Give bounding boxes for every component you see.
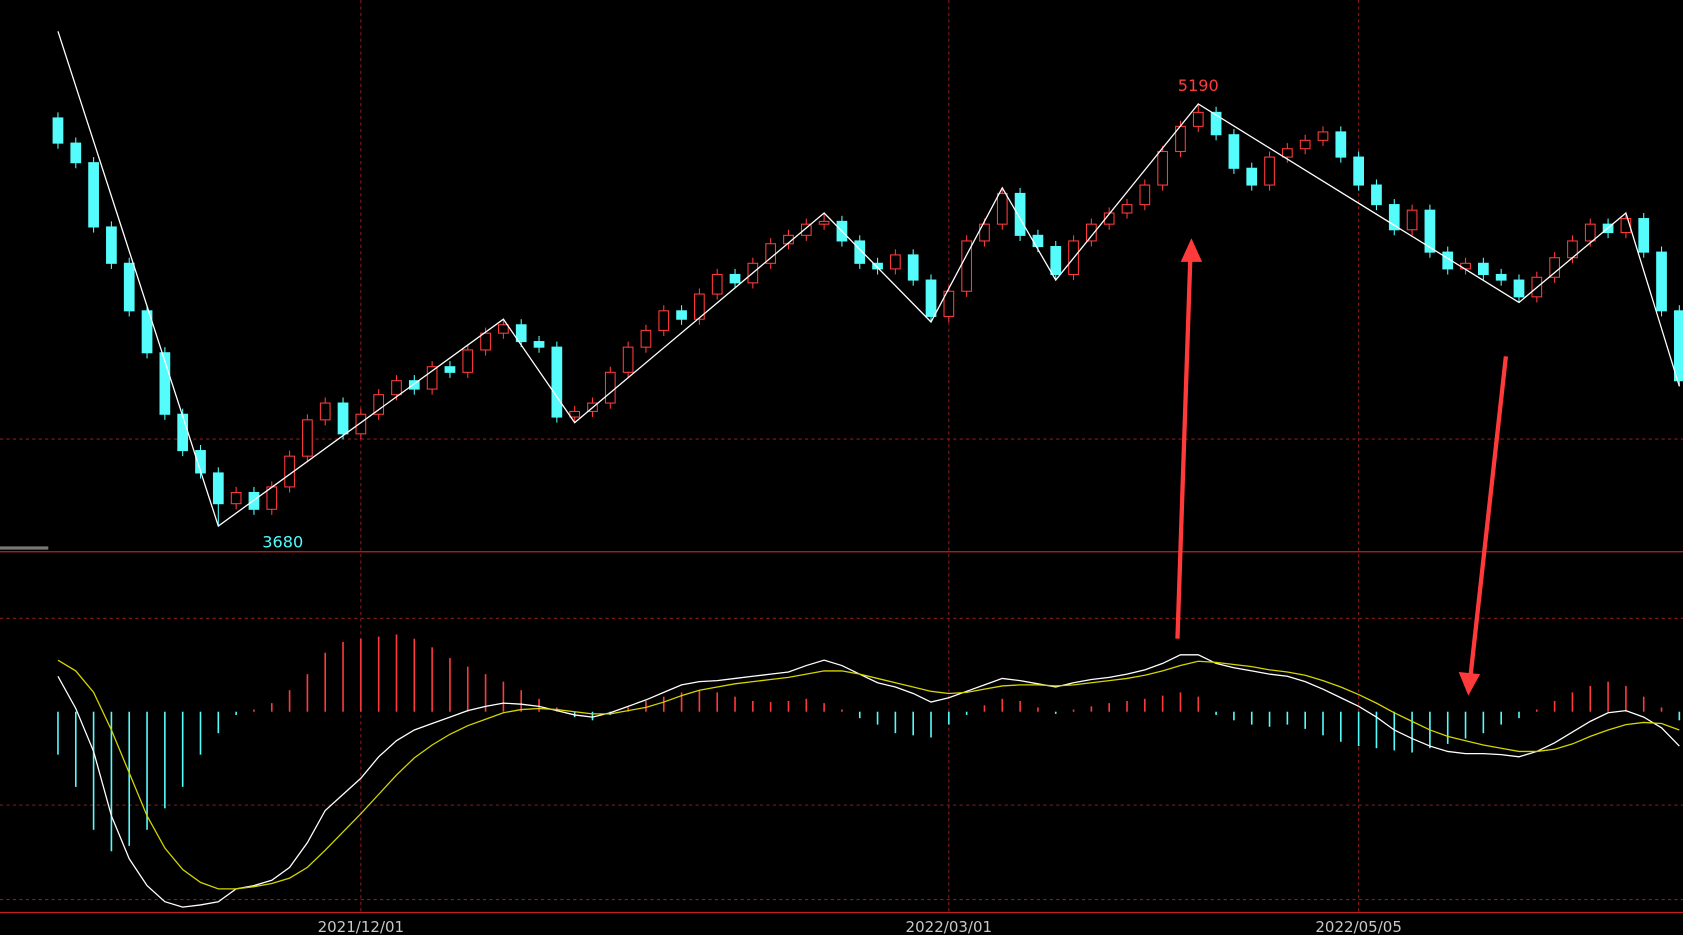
zigzag-line xyxy=(57,31,1680,528)
candle-body xyxy=(515,324,527,343)
candle-body xyxy=(1371,184,1382,206)
candle-body xyxy=(640,329,652,348)
candle-body xyxy=(444,366,456,373)
candle-body xyxy=(1157,150,1169,186)
candle-body xyxy=(1406,209,1418,231)
candle-body xyxy=(1014,192,1026,236)
candle-body xyxy=(408,380,420,390)
candle-body xyxy=(800,223,812,236)
plot: 2021/12/01 2022/03/01 2022/05/05 3680 5190 xyxy=(52,0,1683,935)
candle-body xyxy=(1388,204,1400,231)
candle-body xyxy=(818,220,830,225)
candle-body xyxy=(1620,218,1632,234)
x-tick-label: 2022/05/05 xyxy=(1315,918,1402,935)
candle-body xyxy=(1299,139,1311,150)
x-tick-label: 2022/03/01 xyxy=(906,918,993,935)
candle-body xyxy=(943,290,955,317)
candle-body xyxy=(230,491,242,505)
candle-body xyxy=(533,341,545,348)
candle-body xyxy=(302,419,313,457)
candle-body xyxy=(729,273,741,284)
candle-body xyxy=(1228,134,1240,169)
candle-body xyxy=(355,413,367,435)
candle-body xyxy=(1424,209,1436,253)
candle-body xyxy=(141,310,153,354)
candle-body xyxy=(694,293,705,320)
candle-body xyxy=(1353,156,1365,186)
candle-body xyxy=(1495,273,1507,281)
candle-body xyxy=(426,366,438,390)
candle-body xyxy=(1584,223,1596,242)
candle-body xyxy=(70,142,82,164)
candle-body xyxy=(551,346,563,418)
candle-body xyxy=(1442,251,1454,270)
candle-body xyxy=(319,402,331,421)
candle-body xyxy=(1121,204,1133,214)
candle-body xyxy=(979,223,990,242)
candle-body xyxy=(88,162,99,228)
candle-body xyxy=(996,192,1008,225)
candle-body xyxy=(52,117,64,144)
candle-body xyxy=(1139,184,1151,206)
high-label: 5190 xyxy=(1178,76,1219,95)
x-tick-label: 2021/12/01 xyxy=(318,918,405,935)
candle-body xyxy=(1656,251,1667,312)
low-label: 3680 xyxy=(262,533,303,552)
arrow xyxy=(1458,356,1509,696)
scroll-handle[interactable] xyxy=(0,546,49,550)
candle-body xyxy=(1460,262,1471,270)
candle-body xyxy=(1246,167,1258,186)
candle-body xyxy=(498,324,509,334)
candle-body xyxy=(1549,257,1560,278)
candle-body xyxy=(658,310,670,331)
candle-body xyxy=(1513,279,1525,298)
candle-body xyxy=(1264,156,1275,186)
candle-body xyxy=(212,472,224,505)
candle-body xyxy=(676,310,687,320)
candle-body xyxy=(480,332,491,351)
candle-body xyxy=(106,226,117,264)
candle-body xyxy=(854,240,866,264)
candle-body xyxy=(462,349,474,373)
candle-body xyxy=(569,410,581,418)
candle-body xyxy=(391,380,402,396)
candle-body xyxy=(177,413,189,452)
arrow xyxy=(1175,238,1203,639)
candle-body xyxy=(604,371,616,404)
candle-body xyxy=(1086,223,1097,242)
candle-body xyxy=(123,262,135,312)
candle-body xyxy=(872,262,883,270)
candle-body xyxy=(1281,148,1293,158)
candle-body xyxy=(907,254,919,281)
candle-body xyxy=(1050,245,1062,276)
candle-body xyxy=(925,279,937,317)
candle-body xyxy=(1317,131,1329,141)
candle-body xyxy=(1673,310,1683,382)
candle-body xyxy=(159,352,171,415)
candle-body xyxy=(1032,234,1044,248)
macd-line xyxy=(57,659,1680,890)
candle-body xyxy=(337,402,349,435)
candle-body xyxy=(373,394,385,415)
candle-body xyxy=(1477,262,1489,276)
candle-body xyxy=(1103,212,1115,225)
candle-body xyxy=(711,273,723,295)
candle-body xyxy=(1192,111,1204,127)
candle-body xyxy=(622,346,634,373)
candle-body xyxy=(961,240,973,292)
candle-body xyxy=(1210,111,1222,136)
candle-body xyxy=(890,254,901,270)
candle-body xyxy=(1638,218,1650,253)
candle-body xyxy=(1335,131,1347,158)
macd-line xyxy=(57,654,1680,908)
